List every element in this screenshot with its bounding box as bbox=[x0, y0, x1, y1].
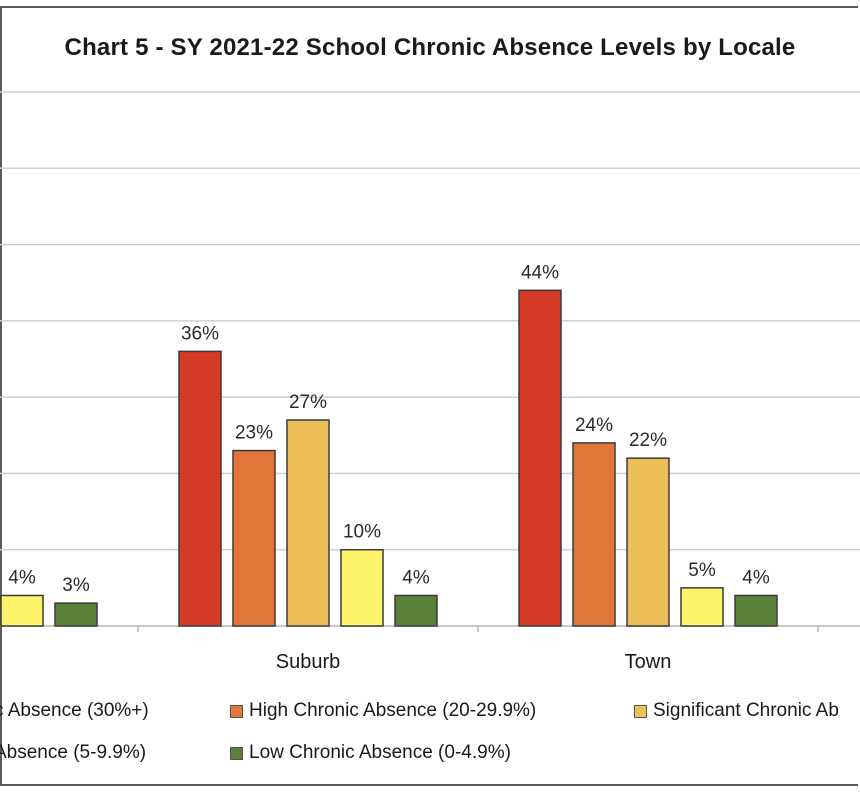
legend-label-significant: Significant Chronic Ab bbox=[653, 700, 839, 721]
bar bbox=[340, 548, 384, 627]
data-label: 4% bbox=[8, 567, 36, 588]
bar bbox=[232, 449, 276, 627]
data-label: 44% bbox=[521, 262, 559, 283]
bar bbox=[54, 602, 98, 627]
category-label: Suburb bbox=[276, 651, 341, 673]
legend-swatch-high bbox=[230, 704, 243, 718]
data-label: 23% bbox=[235, 423, 273, 444]
legend-item-high: High Chronic Absence (20-29.9%) bbox=[230, 700, 536, 722]
bar bbox=[394, 594, 438, 627]
bar bbox=[286, 419, 330, 627]
category-label: Town bbox=[625, 651, 672, 673]
legend-item-moderate: Absence (5-9.9%) bbox=[0, 742, 146, 764]
legend-label-extreme: c Absence (30%+) bbox=[0, 700, 149, 721]
data-label: 5% bbox=[688, 560, 716, 581]
legend-swatch-low bbox=[230, 746, 243, 760]
bar bbox=[626, 457, 670, 627]
bar bbox=[572, 442, 616, 627]
data-label: 4% bbox=[402, 567, 430, 588]
data-label: 3% bbox=[62, 575, 90, 596]
data-label: 10% bbox=[343, 522, 381, 543]
bar bbox=[178, 350, 222, 627]
bar bbox=[680, 587, 724, 627]
chart-border bbox=[0, 6, 858, 786]
legend-label-low: Low Chronic Absence (0-4.9%) bbox=[249, 742, 511, 763]
legend-item-significant: Significant Chronic Ab bbox=[634, 700, 839, 722]
legend-label-high: High Chronic Absence (20-29.9%) bbox=[249, 700, 537, 721]
data-label: 24% bbox=[575, 415, 613, 436]
bar bbox=[0, 594, 44, 627]
data-label: 4% bbox=[742, 567, 770, 588]
data-label: 36% bbox=[181, 323, 219, 344]
data-label: 27% bbox=[289, 392, 327, 413]
legend-item-low: Low Chronic Absence (0-4.9%) bbox=[230, 742, 511, 764]
legend-label-moderate: Absence (5-9.9%) bbox=[0, 742, 147, 763]
data-label: 22% bbox=[629, 430, 667, 451]
legend-item-extreme: c Absence (30%+) bbox=[0, 700, 149, 722]
legend-swatch-significant bbox=[634, 704, 647, 718]
bar bbox=[734, 594, 778, 627]
chart-title: Chart 5 - SY 2021-22 School Chronic Abse… bbox=[64, 34, 796, 61]
bar bbox=[518, 289, 562, 627]
